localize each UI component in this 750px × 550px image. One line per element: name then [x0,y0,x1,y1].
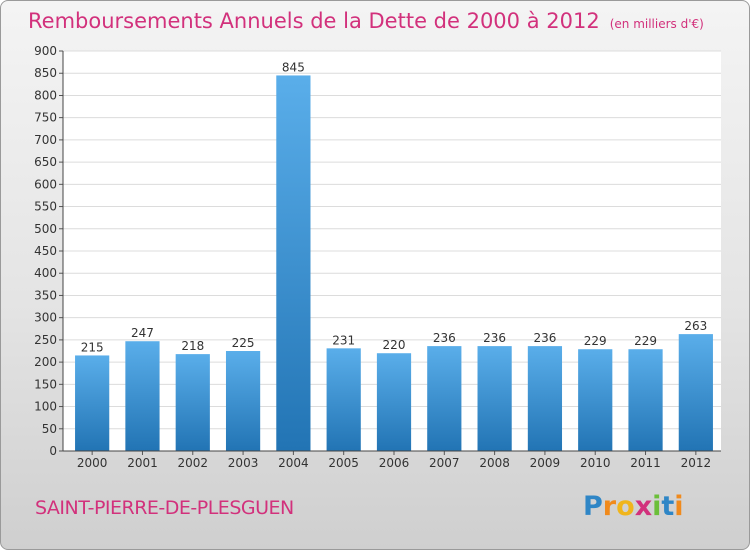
bar[interactable] [678,334,713,451]
y-tick-label: 700 [34,133,57,147]
x-tick-label: 2007 [429,456,460,470]
y-tick-label: 350 [34,288,57,302]
x-tick-label: 2004 [278,456,309,470]
bar[interactable] [225,351,261,451]
x-tick-label: 2011 [630,456,661,470]
bar-value-label: 236 [483,331,506,345]
y-tick-label: 600 [34,177,57,191]
logo-letter: o [616,491,635,522]
y-tick-label: 150 [34,377,57,391]
y-tick-label: 400 [34,266,57,280]
logo-letter: P [583,491,603,522]
y-tick-label: 650 [34,155,57,169]
y-tick-label: 300 [34,311,57,325]
bar[interactable] [376,353,412,451]
x-tick-label: 2001 [127,456,158,470]
y-tick-label: 100 [34,400,57,414]
bar-value-label: 231 [332,333,355,347]
chart-title-text: Remboursements Annuels de la Dette de 20… [28,9,600,33]
bar-value-label: 220 [383,338,406,352]
y-tick-label: 450 [34,244,57,258]
bar-value-label: 263 [684,319,707,333]
logo-letter: r [602,491,617,522]
bar-value-label: 236 [433,331,456,345]
y-tick-label: 750 [34,111,57,125]
bar-value-label: 225 [232,336,255,350]
bar-value-label: 218 [181,339,204,353]
logo-letter: i [674,491,684,522]
y-tick-label: 0 [49,444,57,458]
x-tick-label: 2010 [580,456,611,470]
logo-letter: t [661,491,675,522]
x-tick-label: 2012 [681,456,712,470]
bar[interactable] [578,349,613,451]
bar-value-label: 215 [81,340,104,354]
y-tick-label: 200 [34,355,57,369]
x-tick-label: 2008 [479,456,510,470]
x-tick-label: 2000 [77,456,108,470]
bar-value-label: 236 [533,331,556,345]
bar[interactable] [477,346,512,451]
town-name: SAINT-PIERRE-DE-PLESGUEN [35,497,294,519]
y-tick-label: 50 [42,422,57,436]
bar-value-label: 229 [634,334,657,348]
bar-value-label: 845 [282,60,305,74]
bar[interactable] [125,341,160,451]
chart-unit: (en milliers d'€) [609,17,704,31]
proxiti-logo: Proxiti [583,491,684,522]
x-tick-label: 2003 [228,456,259,470]
bar[interactable] [527,346,563,451]
x-tick-label: 2006 [379,456,410,470]
logo-letter: x [634,491,653,522]
x-tick-label: 2005 [328,456,359,470]
y-tick-label: 550 [34,200,57,214]
bar[interactable] [427,346,462,451]
bar[interactable] [326,348,361,451]
y-tick-label: 800 [34,88,57,102]
y-tick-label: 500 [34,222,57,236]
x-tick-label: 2009 [530,456,561,470]
bar[interactable] [628,349,663,451]
bar[interactable] [175,354,210,451]
y-tick-label: 250 [34,333,57,347]
logo-letter: i [652,491,662,522]
chart-title: Remboursements Annuels de la Dette de 20… [28,9,704,33]
x-tick-label: 2002 [177,456,208,470]
bar[interactable] [276,75,311,451]
bar-value-label: 247 [131,326,154,340]
y-tick-label: 850 [34,66,57,80]
bar-value-label: 229 [584,334,607,348]
bar[interactable] [75,355,110,451]
y-tick-label: 900 [34,44,57,58]
